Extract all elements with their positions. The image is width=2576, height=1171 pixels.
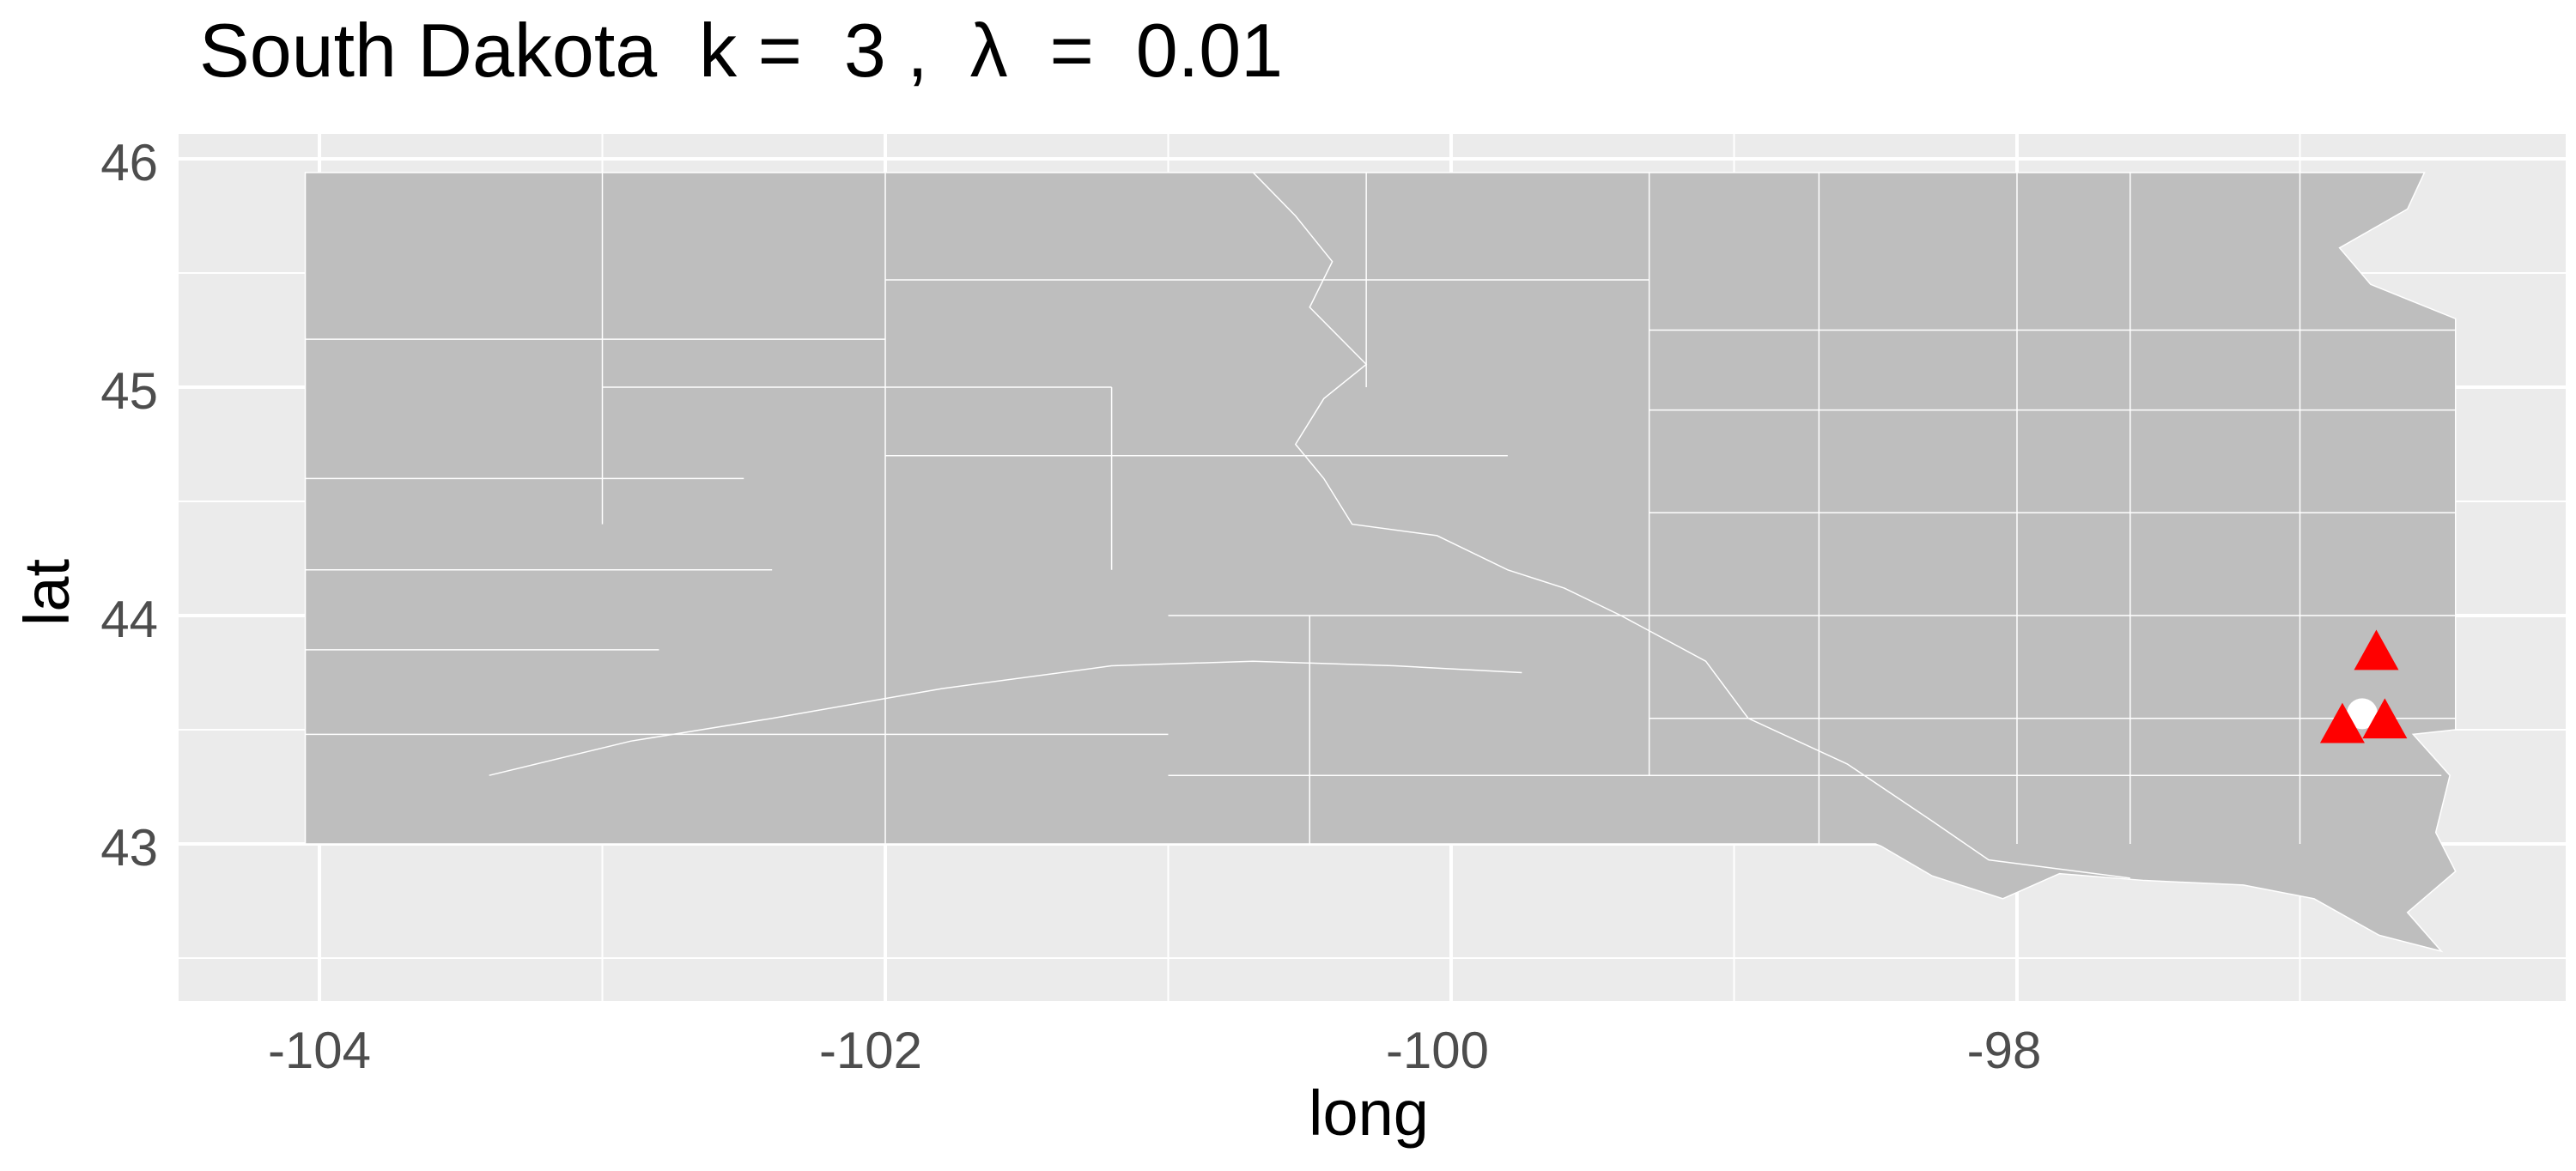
x-tick-label: -98 [1967,1022,2042,1079]
x-tick-label: -104 [268,1022,371,1079]
y-tick-label: 44 [100,591,158,648]
triangle-marker-2 [2319,702,2365,743]
x-tick-label: -100 [1386,1022,1489,1079]
triangle-marker-1 [2354,629,2399,670]
triangle-marker-3 [2362,698,2408,739]
river-border [489,660,1522,776]
x-axis: -104 -102 -100 -98 long [268,1022,2041,1149]
south-dakota-map [304,172,2457,953]
state-shape [304,172,2457,953]
y-axis-title: lat [11,558,82,626]
y-axis: 43 44 45 46 lat [11,134,158,877]
river-border [1252,172,2130,879]
x-axis-title: long [1309,1077,1429,1149]
marker-layer [2319,629,2408,743]
center-point [2346,698,2378,730]
plot-title: South Dakota k = 3 , λ = 0.01 [199,8,1284,93]
y-tick-label: 45 [100,362,158,420]
x-tick-label: -102 [819,1022,922,1079]
y-tick-label: 43 [100,819,158,877]
y-tick-label: 46 [100,134,158,191]
